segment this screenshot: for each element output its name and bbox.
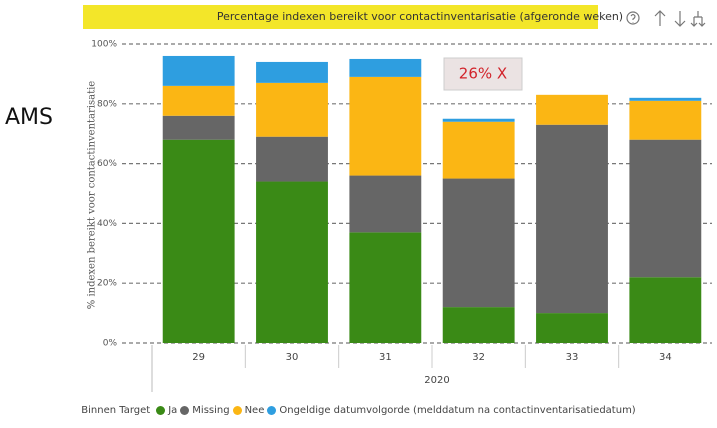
y-tick-label: 20% (97, 279, 117, 289)
expand-icon[interactable] (690, 11, 706, 27)
header-icons[interactable] (626, 10, 706, 27)
annotation: 26% X (459, 65, 507, 83)
bar-segment (349, 175, 422, 233)
y-tick-label: 80% (97, 99, 117, 109)
help-icon[interactable] (626, 11, 640, 25)
x-tick-label: 34 (659, 352, 672, 363)
x-tick-label: 31 (379, 352, 392, 363)
legend-title: Binnen Target (81, 405, 151, 416)
x-tick-label: 33 (566, 352, 579, 363)
bar-segment (162, 115, 235, 140)
bar-segment (162, 139, 235, 343)
legend-swatch (180, 406, 190, 415)
bar-segment (536, 94, 608, 125)
side-label: AMS (5, 105, 53, 130)
legend-swatch (232, 406, 242, 415)
bar-segment (536, 313, 608, 343)
legend: Binnen Target Ja Missing Nee Ongeldige datu… (0, 405, 717, 416)
y-tick-label: 40% (97, 219, 117, 229)
bar-segment (536, 124, 608, 314)
bar-segment (629, 100, 702, 140)
title-banner (83, 5, 598, 29)
x-tick-label: 32 (472, 352, 485, 363)
legend-swatch (267, 406, 277, 415)
chart-title: Percentage indexen bereikt voor contacti… (217, 10, 623, 23)
y-tick-label: 0% (103, 339, 118, 349)
x-tick-label: 29 (192, 352, 205, 363)
chart: Percentage indexen bereikt voor contacti… (5, 5, 712, 392)
bar-segment (256, 136, 328, 182)
bar-segment (442, 121, 515, 179)
bar-segment (349, 76, 422, 176)
x-group-label: 2020 (424, 375, 449, 386)
y-axis-title: % indexen bereikt voor contactinventaris… (87, 81, 98, 310)
bar-segment (162, 85, 235, 116)
legend-label: Ja (168, 405, 178, 416)
help-mark (630, 13, 636, 23)
bar-segment (442, 118, 515, 122)
legend-label: Nee (244, 405, 265, 416)
bar-segment (442, 307, 515, 343)
legend-label: Missing (192, 405, 230, 416)
bar-segment (256, 82, 328, 137)
bar-segment (629, 139, 702, 278)
drill-up-icon[interactable] (654, 10, 666, 26)
bar-segment (162, 55, 235, 86)
bar-segment (349, 58, 422, 77)
bar-segment (256, 181, 328, 343)
bar-segment (629, 277, 702, 343)
annotation-box (443, 57, 523, 91)
drill-down-icon[interactable] (674, 11, 686, 27)
bar-segment (349, 232, 422, 343)
bar-segment (629, 97, 702, 101)
plot-area: 0% 20% 40% 60% 80% 100% 29 30 31 32 33 34 (91, 40, 712, 368)
bar-segment (256, 61, 328, 83)
legend-swatch (156, 406, 166, 415)
x-tick-label: 30 (286, 352, 299, 363)
y-tick-label: 100% (91, 40, 117, 50)
legend-label: Ongeldige datumvolgorde (melddatum na co… (279, 405, 636, 416)
y-tick-label: 60% (97, 159, 117, 169)
bar-segment (442, 178, 515, 308)
